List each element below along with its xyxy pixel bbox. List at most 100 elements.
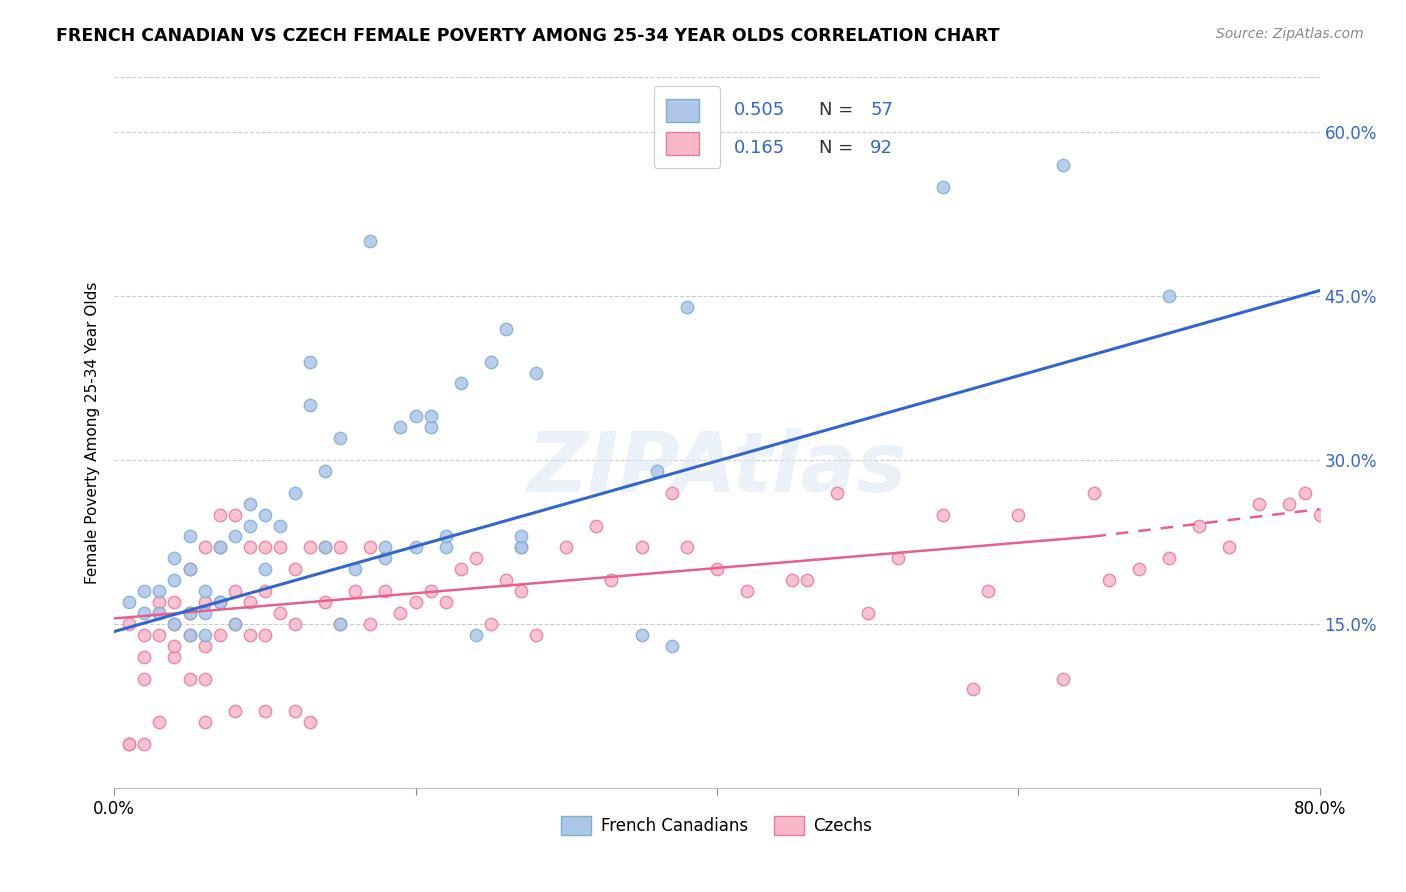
Point bbox=[163, 616, 186, 631]
Point bbox=[194, 541, 217, 555]
Point bbox=[314, 595, 336, 609]
Point bbox=[208, 541, 231, 555]
Point bbox=[134, 649, 156, 664]
Point bbox=[253, 562, 276, 576]
Point bbox=[1218, 541, 1240, 555]
Point bbox=[464, 551, 486, 566]
Point bbox=[134, 672, 156, 686]
Text: ZIPAtlas: ZIPAtlas bbox=[527, 427, 907, 508]
Point bbox=[208, 541, 231, 555]
Text: R =: R = bbox=[668, 101, 707, 119]
Point bbox=[389, 420, 412, 434]
Point bbox=[434, 595, 457, 609]
Point bbox=[555, 541, 578, 555]
Text: 92: 92 bbox=[870, 139, 893, 157]
Point bbox=[299, 354, 322, 368]
Point bbox=[1128, 562, 1150, 576]
Point bbox=[269, 606, 291, 620]
Point bbox=[479, 354, 502, 368]
Point bbox=[269, 518, 291, 533]
Point bbox=[163, 616, 186, 631]
Point bbox=[163, 595, 186, 609]
Point bbox=[1294, 485, 1316, 500]
Point bbox=[419, 409, 441, 424]
Point bbox=[134, 584, 156, 599]
Point bbox=[224, 616, 246, 631]
Point bbox=[224, 584, 246, 599]
Point bbox=[510, 529, 533, 543]
Point bbox=[374, 541, 396, 555]
Point bbox=[796, 573, 818, 587]
Point bbox=[194, 672, 217, 686]
Point bbox=[600, 573, 623, 587]
Point bbox=[419, 420, 441, 434]
Point bbox=[194, 715, 217, 730]
Point bbox=[118, 737, 141, 751]
Point bbox=[359, 616, 381, 631]
Point bbox=[630, 541, 652, 555]
Point bbox=[856, 606, 879, 620]
Point bbox=[329, 431, 352, 445]
Point bbox=[118, 616, 141, 631]
Point bbox=[374, 584, 396, 599]
Point bbox=[661, 485, 683, 500]
Point bbox=[419, 584, 441, 599]
Point bbox=[344, 562, 367, 576]
Point bbox=[524, 366, 547, 380]
Point bbox=[239, 497, 262, 511]
Point bbox=[163, 573, 186, 587]
Point bbox=[179, 529, 201, 543]
Point bbox=[374, 551, 396, 566]
Text: 0.505: 0.505 bbox=[734, 101, 786, 119]
Point bbox=[224, 529, 246, 543]
Point bbox=[1157, 551, 1180, 566]
Point bbox=[510, 541, 533, 555]
Point bbox=[163, 649, 186, 664]
Point bbox=[886, 551, 908, 566]
Point bbox=[179, 628, 201, 642]
Point bbox=[827, 485, 849, 500]
Point bbox=[239, 595, 262, 609]
Point bbox=[329, 541, 352, 555]
Point bbox=[524, 628, 547, 642]
Point bbox=[405, 595, 427, 609]
Text: N =: N = bbox=[818, 139, 859, 157]
Point bbox=[434, 541, 457, 555]
Point bbox=[510, 541, 533, 555]
Point bbox=[118, 737, 141, 751]
Point bbox=[194, 584, 217, 599]
Point bbox=[194, 628, 217, 642]
Point bbox=[1083, 485, 1105, 500]
Point bbox=[179, 672, 201, 686]
Point bbox=[495, 573, 517, 587]
Point bbox=[1278, 497, 1301, 511]
Point bbox=[706, 562, 728, 576]
Point bbox=[118, 595, 141, 609]
Point bbox=[495, 322, 517, 336]
Point bbox=[194, 606, 217, 620]
Point bbox=[163, 639, 186, 653]
Point bbox=[239, 628, 262, 642]
Point bbox=[179, 606, 201, 620]
Point bbox=[284, 704, 307, 718]
Point bbox=[1188, 518, 1211, 533]
Point bbox=[585, 518, 607, 533]
Point bbox=[1052, 672, 1074, 686]
Point bbox=[630, 628, 652, 642]
Text: R =: R = bbox=[668, 139, 707, 157]
Point bbox=[389, 606, 412, 620]
Point bbox=[208, 595, 231, 609]
Text: 0.165: 0.165 bbox=[734, 139, 786, 157]
Point bbox=[299, 541, 322, 555]
Point bbox=[344, 584, 367, 599]
Point bbox=[179, 628, 201, 642]
Point bbox=[675, 300, 697, 314]
Text: Source: ZipAtlas.com: Source: ZipAtlas.com bbox=[1216, 27, 1364, 41]
Point bbox=[208, 628, 231, 642]
Point bbox=[932, 179, 955, 194]
Point bbox=[208, 595, 231, 609]
Point bbox=[1098, 573, 1121, 587]
Point bbox=[329, 616, 352, 631]
Point bbox=[253, 541, 276, 555]
Point bbox=[239, 541, 262, 555]
